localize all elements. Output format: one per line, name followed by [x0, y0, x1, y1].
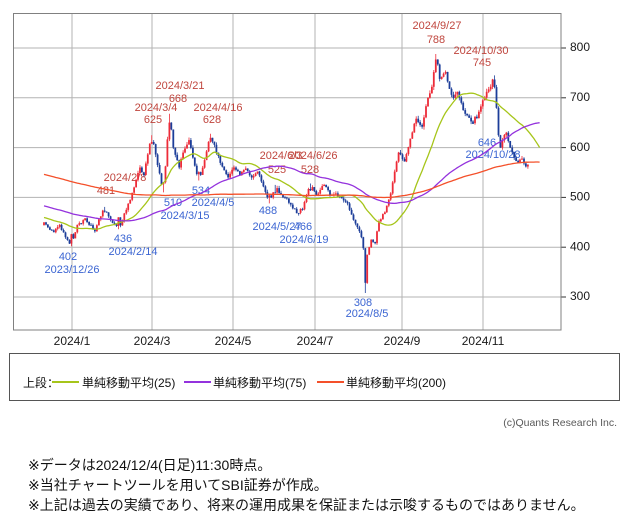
x-axis-label: 2024/7: [297, 334, 334, 348]
y-axis-label: 700: [570, 90, 590, 104]
swing-low-value: 510: [164, 197, 182, 209]
swing-low-date: 2024/6/19: [280, 234, 329, 246]
y-axis-label: 300: [570, 289, 590, 303]
chart-legend: 上段： 単純移動平均(25) 単純移動平均(75) 単純移動平均(200): [9, 353, 620, 401]
note-line-2: ※当社チャートツールを用いてSBI証券が作成。: [28, 477, 328, 493]
note-line-1: ※データは2024/12/4(日足)11:30時点。: [28, 457, 272, 473]
swing-low-value: 308: [354, 297, 372, 309]
footnotes: ※データは2024/12/4(日足)11:30時点。 ※当社チャートツールを用い…: [28, 455, 585, 515]
swing-high-value: 628: [203, 114, 221, 126]
swing-high-value: 745: [473, 57, 491, 69]
swing-low-value: 488: [259, 205, 277, 217]
swing-low-date: 2024/4/5: [192, 197, 235, 209]
swing-high-value: 668: [169, 93, 187, 105]
swing-low-date: 2024/5/27: [253, 221, 302, 233]
x-axis-label: 2024/9: [384, 334, 421, 348]
swing-high-date: 2024/3/21: [156, 80, 205, 92]
candlestick-chart: 800 700 600 500 400 300 2024/1 2024/3 2024/5 2024…: [13, 13, 590, 348]
swing-low-value: 436: [114, 233, 132, 245]
swing-high-date: 2024/3/4: [135, 102, 178, 114]
swing-low-value: 466: [294, 221, 312, 233]
plot-area: [43, 54, 541, 293]
swing-low-date: 2024/10/28: [465, 149, 520, 161]
legend-prefix: 上段：: [23, 376, 60, 390]
swing-high-date: 2024/4/16: [194, 102, 243, 114]
copyright-text: (c)Quants Research Inc.: [503, 417, 617, 429]
swing-low-date: 2023/12/26: [44, 264, 99, 276]
swing-high-date: 2024/6/3: [260, 150, 303, 162]
swing-low-value: 534: [192, 185, 210, 197]
gridlines: 800 700 600 500 400 300 2024/1 2024/3 2024/5 2024…: [13, 13, 590, 348]
y-axis-label: 500: [570, 190, 590, 204]
swing-low-value: 402: [59, 251, 77, 263]
swing-high-date: 2024/10/30: [453, 45, 508, 57]
ma-line-75: [43, 122, 540, 222]
legend-swatch-sma200: [317, 381, 344, 383]
swing-high-date: 2024/6/26: [289, 150, 338, 162]
y-axis-label: 800: [570, 40, 590, 54]
y-axis-label: 400: [570, 239, 590, 253]
plot-border: [13, 13, 562, 331]
note-line-3: ※上記は過去の実績であり、将来の運用成果を保証または示唆するものではありません。: [28, 497, 585, 513]
ma-line-200: [43, 161, 540, 199]
swing-low-value: 646: [478, 137, 496, 149]
x-axis-label: 2024/11: [462, 334, 505, 348]
swing-annotations: 2024/2/84812024/3/46252024/3/216682024/4…: [44, 20, 520, 320]
swing-high-value: 625: [144, 114, 162, 126]
swing-low-date: 2024/3/15: [161, 210, 210, 222]
legend-label-sma200: 単純移動平均(200): [346, 376, 447, 390]
legend-label-sma75: 単純移動平均(75): [213, 376, 307, 390]
swing-low-date: 2024/8/5: [346, 308, 389, 320]
x-axis-label: 2024/3: [134, 334, 171, 348]
legend-swatch-sma75: [184, 381, 211, 383]
x-axis-label: 2024/5: [215, 334, 252, 348]
legend-swatch-sma25: [52, 381, 79, 383]
swing-low-date: 2024/2/14: [109, 246, 158, 258]
swing-high-date: 2024/9/27: [413, 20, 462, 32]
y-axis-label: 600: [570, 140, 590, 154]
x-axis-label: 2024/1: [54, 334, 91, 348]
swing-high-value: 788: [427, 34, 445, 46]
legend-label-sma25: 単純移動平均(25): [82, 376, 176, 390]
